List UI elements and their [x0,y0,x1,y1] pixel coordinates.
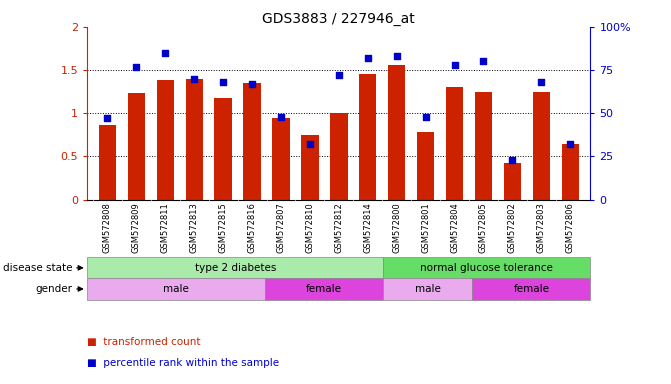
Bar [87,257,383,278]
Text: female: female [513,284,550,294]
Bar [446,88,463,200]
Bar [330,113,348,200]
Point [565,141,576,147]
Point [391,53,402,59]
Text: ■  transformed count: ■ transformed count [87,337,201,347]
Text: GSM572800: GSM572800 [393,203,401,253]
Bar [388,65,405,200]
Bar [301,135,319,200]
Point [102,115,113,121]
Bar [504,164,521,200]
Point [536,79,547,85]
Point [305,141,315,147]
Text: male: male [415,284,441,294]
Bar [99,124,116,200]
Text: GSM572803: GSM572803 [537,203,546,253]
Bar [127,93,145,200]
Bar [383,257,590,278]
Title: GDS3883 / 227946_at: GDS3883 / 227946_at [262,12,415,26]
Point [507,157,518,163]
Text: GSM572805: GSM572805 [479,203,488,253]
Bar [244,83,261,200]
Bar [475,92,492,200]
Bar [359,74,376,200]
Bar [215,98,232,200]
Text: GSM572804: GSM572804 [450,203,459,253]
Point [131,64,142,70]
Text: GSM572816: GSM572816 [248,203,256,253]
Bar [562,144,579,200]
Bar [272,118,290,200]
Point [420,114,431,120]
Text: disease state: disease state [3,263,72,273]
Text: GSM572815: GSM572815 [219,203,227,253]
Bar [265,278,383,300]
Bar [186,79,203,200]
Text: male: male [163,284,189,294]
Text: female: female [306,284,342,294]
Text: GSM572807: GSM572807 [276,203,285,253]
Point [247,81,258,87]
Point [478,58,489,65]
Text: GSM572811: GSM572811 [161,203,170,253]
Text: type 2 diabetes: type 2 diabetes [195,263,276,273]
Bar [472,278,590,300]
Text: GSM572806: GSM572806 [566,203,575,253]
Point [218,79,229,85]
Point [189,76,199,82]
Text: GSM572808: GSM572808 [103,203,112,253]
Point [276,114,287,120]
Bar [87,278,265,300]
Text: gender: gender [36,284,72,294]
Text: GSM572809: GSM572809 [132,203,141,253]
Point [333,72,344,78]
Text: GSM572812: GSM572812 [334,203,344,253]
Point [362,55,373,61]
Bar [417,132,434,200]
Point [160,50,170,56]
Text: GSM572801: GSM572801 [421,203,430,253]
Bar [383,278,472,300]
Text: GSM572802: GSM572802 [508,203,517,253]
Text: GSM572810: GSM572810 [305,203,315,253]
Point [449,62,460,68]
Bar [156,81,174,200]
Text: ■  percentile rank within the sample: ■ percentile rank within the sample [87,358,279,368]
Bar [533,92,550,200]
Text: GSM572813: GSM572813 [190,203,199,253]
Text: GSM572814: GSM572814 [363,203,372,253]
Text: normal glucose tolerance: normal glucose tolerance [421,263,554,273]
